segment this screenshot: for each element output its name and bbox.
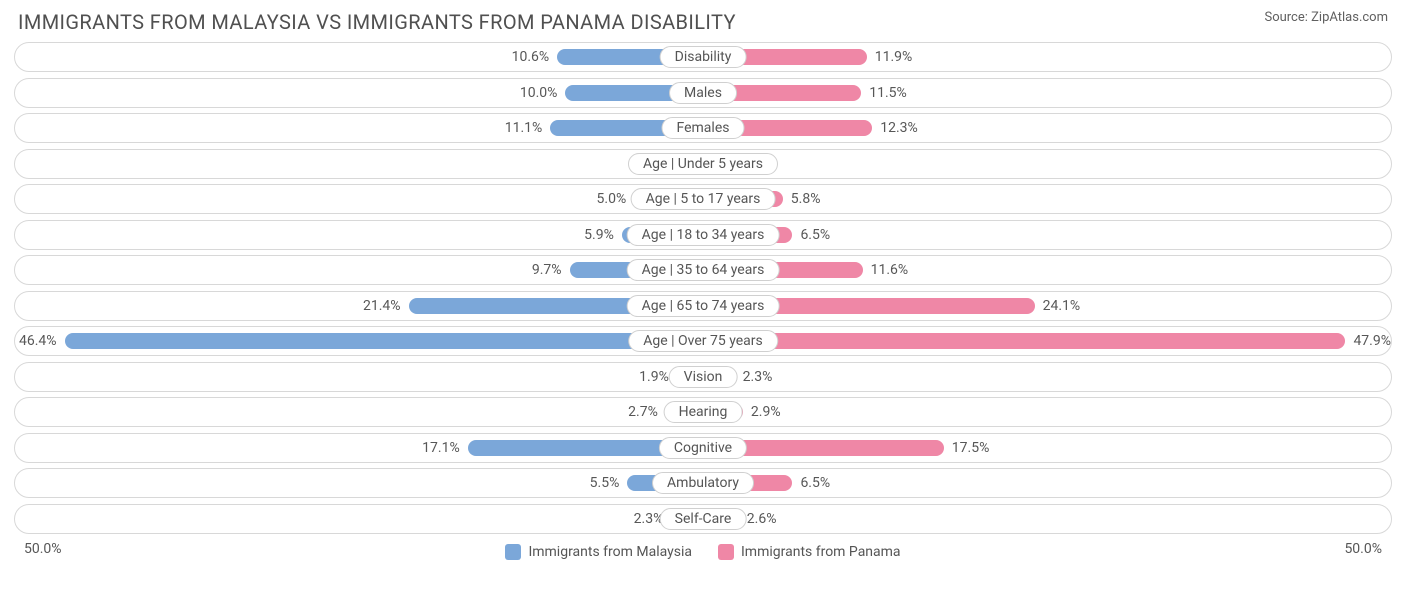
bar-value-left: 5.9% bbox=[584, 227, 614, 243]
bar-value-left: 21.4% bbox=[363, 298, 401, 314]
bar-value-right: 2.6% bbox=[747, 511, 777, 527]
bar-value-right: 11.5% bbox=[869, 85, 907, 101]
bar-value-right: 11.9% bbox=[875, 49, 913, 65]
legend-swatch-right bbox=[718, 544, 734, 560]
chart-area: 10.6% 11.9% Disability 10.0% 11.5% Males 11.1%… bbox=[0, 38, 1406, 534]
chart-row: 17.1% 17.5% Cognitive bbox=[14, 433, 1392, 463]
bar-value-left: 5.5% bbox=[590, 475, 620, 491]
chart-row: 5.0% 5.8% Age | 5 to 17 years bbox=[14, 184, 1392, 214]
bar-value-right: 47.9% bbox=[1353, 333, 1391, 349]
category-label: Ambulatory bbox=[652, 472, 754, 494]
chart-row: 1.1%1.2%Age | Under 5 years bbox=[14, 149, 1392, 179]
bar-value-left: 10.0% bbox=[520, 85, 558, 101]
chart-source: Source: ZipAtlas.com bbox=[1264, 10, 1388, 25]
chart-row: 2.7% 2.9% Hearing bbox=[14, 397, 1392, 427]
bar-value-right: 5.8% bbox=[791, 191, 821, 207]
category-label: Age | 65 to 74 years bbox=[627, 295, 780, 317]
axis-left-max: 50.0% bbox=[24, 541, 62, 557]
bar-right bbox=[703, 333, 1345, 349]
bar-value-right: 2.3% bbox=[743, 369, 773, 385]
legend-item-left: Immigrants from Malaysia bbox=[505, 544, 692, 560]
chart-row: 1.9% 2.3% Vision bbox=[14, 362, 1392, 392]
chart-row: 2.3%2.6%Self-Care bbox=[14, 504, 1392, 534]
bar-value-right: 6.5% bbox=[800, 227, 830, 243]
bar-value-left: 46.4% bbox=[19, 333, 57, 349]
category-label: Self-Care bbox=[660, 508, 747, 530]
bar-value-right: 12.3% bbox=[880, 120, 918, 136]
bar-value-left: 9.7% bbox=[532, 262, 562, 278]
legend-label-right: Immigrants from Panama bbox=[741, 544, 901, 560]
category-label: Hearing bbox=[664, 401, 743, 423]
chart-row: 5.9% 6.5% Age | 18 to 34 years bbox=[14, 220, 1392, 250]
legend-label-left: Immigrants from Malaysia bbox=[528, 544, 692, 560]
category-label: Age | Over 75 years bbox=[628, 330, 778, 352]
bar-value-right: 17.5% bbox=[952, 440, 990, 456]
category-label: Disability bbox=[660, 46, 747, 68]
bar-value-right: 2.9% bbox=[751, 404, 781, 420]
category-label: Age | 35 to 64 years bbox=[627, 259, 780, 281]
chart-header: IMMIGRANTS FROM MALAYSIA VS IMMIGRANTS F… bbox=[0, 0, 1406, 38]
chart-row: 5.5% 6.5% Ambulatory bbox=[14, 468, 1392, 498]
bar-value-left: 1.9% bbox=[639, 369, 669, 385]
bar-value-left: 17.1% bbox=[422, 440, 460, 456]
bar-value-right: 24.1% bbox=[1043, 298, 1081, 314]
category-label: Vision bbox=[669, 366, 738, 388]
bar-value-left: 11.1% bbox=[505, 120, 543, 136]
legend-item-right: Immigrants from Panama bbox=[718, 544, 901, 560]
bar-value-left: 10.6% bbox=[512, 49, 550, 65]
category-label: Age | 5 to 17 years bbox=[631, 188, 776, 210]
bar-left bbox=[65, 333, 703, 349]
chart-row: 11.1% 12.3% Females bbox=[14, 113, 1392, 143]
bar-value-right: 6.5% bbox=[800, 475, 830, 491]
chart-row: 10.6% 11.9% Disability bbox=[14, 42, 1392, 72]
bar-value-right: 11.6% bbox=[871, 262, 909, 278]
chart-row: 9.7% 11.6% Age | 35 to 64 years bbox=[14, 255, 1392, 285]
chart-row: 21.4% 24.1% Age | 65 to 74 years bbox=[14, 291, 1392, 321]
legend: Immigrants from Malaysia Immigrants from… bbox=[505, 544, 900, 560]
legend-swatch-left bbox=[505, 544, 521, 560]
chart-row: 46.4% 47.9% Age | Over 75 years bbox=[14, 326, 1392, 356]
axis-right-max: 50.0% bbox=[1344, 541, 1382, 557]
category-label: Males bbox=[669, 82, 737, 104]
chart-footer: 50.0% Immigrants from Malaysia Immigrant… bbox=[0, 539, 1406, 565]
category-label: Cognitive bbox=[659, 437, 747, 459]
category-label: Age | 18 to 34 years bbox=[627, 224, 780, 246]
bar-value-left: 5.0% bbox=[597, 191, 627, 207]
chart-row: 10.0% 11.5% Males bbox=[14, 78, 1392, 108]
chart-title: IMMIGRANTS FROM MALAYSIA VS IMMIGRANTS F… bbox=[18, 10, 736, 34]
category-label: Females bbox=[662, 117, 745, 139]
bar-value-left: 2.7% bbox=[628, 404, 658, 420]
category-label: Age | Under 5 years bbox=[628, 153, 778, 175]
